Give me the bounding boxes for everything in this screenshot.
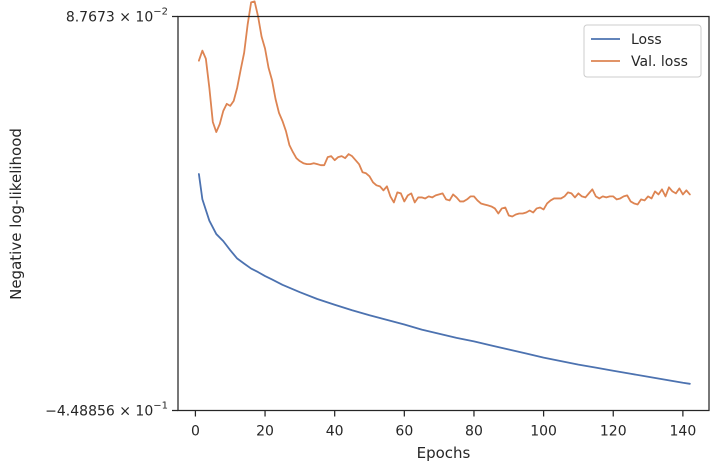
- x-axis-title: Epochs: [417, 444, 471, 462]
- legend-frame: [583, 24, 702, 78]
- series-line-loss: [197, 173, 691, 385]
- x-tick-label: 80: [465, 424, 483, 440]
- legend-label-val-loss: Val. loss: [631, 54, 688, 70]
- x-tick-label: 100: [530, 424, 557, 440]
- legend: Loss Val. loss: [583, 24, 702, 78]
- x-tick-label: 0: [191, 424, 200, 440]
- y-axis-ticks: 8.7673 × 10−2 −4.48856 × 10−1: [45, 7, 178, 420]
- y-axis-title: Negative log-likelihood: [7, 128, 25, 300]
- y-tick-label: 8.7673 × 10−2: [66, 7, 168, 26]
- x-tick-label: 40: [326, 424, 344, 440]
- x-tick-label: 140: [670, 424, 697, 440]
- series-layer: [197, 0, 691, 385]
- y-tick-label: −4.48856 × 10−1: [45, 401, 168, 420]
- x-axis-ticks: 0 20 40 60 80 100 120 140: [191, 410, 697, 440]
- x-tick-label: 120: [600, 424, 627, 440]
- series-line-val-loss: [197, 0, 691, 218]
- x-tick-label: 20: [256, 424, 274, 440]
- plot-frame: [177, 15, 710, 412]
- x-tick-label: 60: [395, 424, 413, 440]
- legend-label-loss: Loss: [631, 32, 662, 48]
